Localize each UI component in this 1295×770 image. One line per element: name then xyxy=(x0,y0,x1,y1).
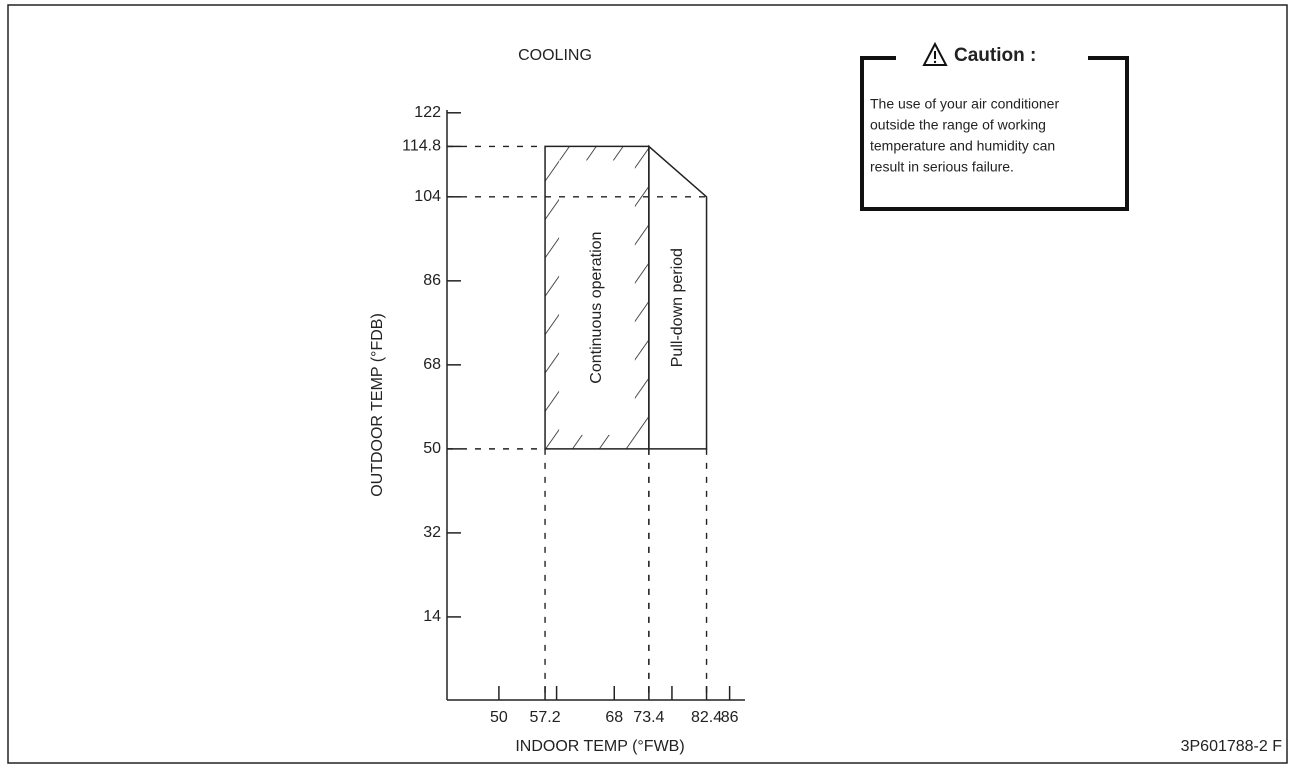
x-tick-label: 68 xyxy=(605,709,623,726)
warning-icon xyxy=(922,41,948,66)
chart-title: COOLING xyxy=(518,47,592,64)
x-tick-label: 86 xyxy=(721,709,739,726)
y-tick-label: 32 xyxy=(423,524,441,541)
frame xyxy=(7,4,1288,764)
y-tick-label: 68 xyxy=(423,356,441,373)
x-tick-label: 73.4 xyxy=(633,709,664,726)
region-label: Pull-down period xyxy=(669,248,686,367)
y-tick-label: 104 xyxy=(414,188,441,205)
x-tick-label: 82.4 xyxy=(691,709,722,726)
caution-text: The use of your air conditioner xyxy=(870,96,1059,112)
y-axis-label: OUTDOOR TEMP (°FDB) xyxy=(369,313,386,497)
document-code: 3P601788-2 F xyxy=(1181,738,1283,755)
y-tick-label: 114.8 xyxy=(402,138,441,155)
hatch-clear xyxy=(559,160,635,435)
x-tick-label: 57.2 xyxy=(529,709,560,726)
y-tick-label: 14 xyxy=(423,608,441,625)
caution-text: temperature and humidity can xyxy=(870,138,1055,154)
y-tick-label: 86 xyxy=(423,272,441,289)
caution-border xyxy=(860,56,1129,211)
region-label: Continuous operation xyxy=(588,232,605,384)
x-tick-label: 50 xyxy=(490,709,508,726)
caution-title: Caution : xyxy=(954,45,1036,66)
caution-text: result in serious failure. xyxy=(870,159,1014,175)
region xyxy=(648,144,708,450)
x-axis-label: INDOOR TEMP (°FWB) xyxy=(515,738,684,755)
y-tick-label: 122 xyxy=(414,104,441,121)
caution-text: outside the range of working xyxy=(870,117,1046,133)
y-tick-label: 50 xyxy=(423,440,441,457)
caution-box: Caution : xyxy=(860,41,1129,211)
